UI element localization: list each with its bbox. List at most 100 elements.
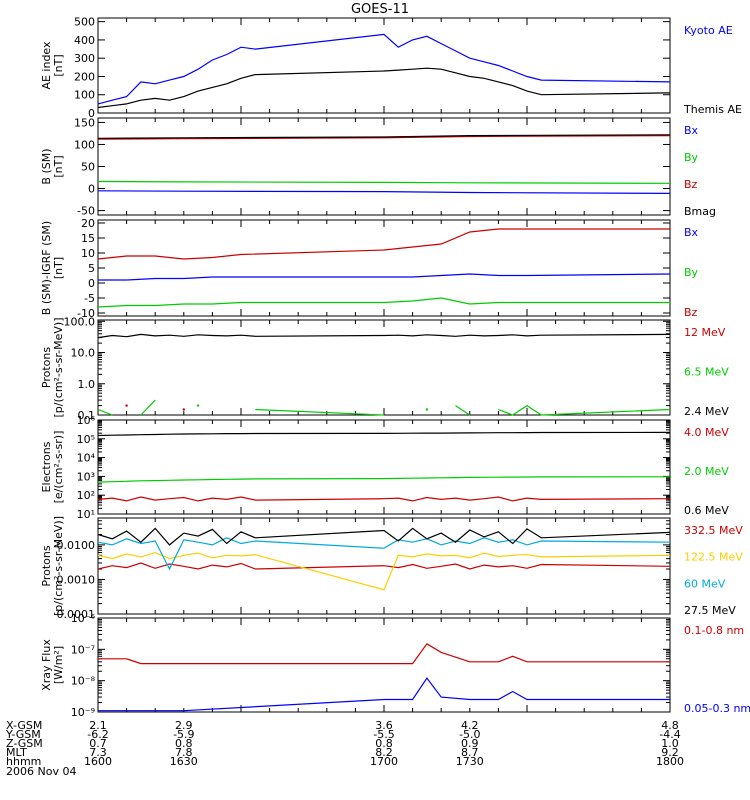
axis-cell: 1800: [656, 755, 684, 768]
y-tick-label: 10²: [77, 489, 95, 502]
series-line: [98, 273, 671, 281]
legend-label: Bmag: [684, 205, 716, 218]
y-axis-label: Electrons: [40, 441, 53, 492]
legend-label: 0.1-0.8 nm: [684, 624, 744, 637]
axis-cell: 4.2: [461, 719, 479, 732]
y-tick-label: 10⁻⁸: [71, 675, 96, 688]
y-tick-label: 0: [88, 107, 95, 120]
series-line: [97, 190, 671, 194]
y-tick-label: 100.0: [64, 315, 96, 328]
y-axis-label: [nT]: [52, 54, 65, 76]
axis-cell: 0.9: [461, 737, 479, 750]
y-ticks: -50 0 50 100 150: [74, 116, 670, 218]
y-ticks: 0.1 1.0 10.0 100.0: [64, 315, 670, 422]
y-tick-label: 10⁶: [77, 414, 96, 427]
y-tick-label: 10.0: [71, 347, 96, 360]
axis-cell: 1600: [84, 755, 112, 768]
legend-label: Bx: [684, 226, 699, 239]
y-tick-label: 0.0100: [57, 539, 96, 552]
legend-label: 0.05-0.3 nm: [684, 702, 750, 715]
axis-cell: 0.8: [375, 737, 393, 750]
legend-label: 332.5 MeV: [684, 524, 743, 537]
series-line: [455, 405, 471, 416]
y-axis-label: Xray Flux: [40, 639, 53, 691]
axis-row-label: Y-GSM: [5, 728, 41, 741]
series-line: [140, 399, 156, 416]
y-tick-label: 10⁵: [77, 433, 95, 446]
y-tick-label: 200: [74, 70, 95, 83]
series-line: [97, 431, 671, 437]
axis-cell: -5.0: [459, 728, 480, 741]
plot-title: GOES-11: [351, 2, 409, 17]
series-line: [97, 33, 671, 105]
panel-frame: [97, 117, 671, 216]
y-tick-label: 50: [81, 161, 95, 174]
legend-label: Bx: [684, 124, 699, 137]
legend-label: Themis AE: [683, 103, 742, 116]
y-axis-label: [p/(cm²-s-sr-MeV)]: [52, 318, 65, 418]
series-line: [97, 67, 671, 109]
y-tick-label: 0: [88, 183, 95, 196]
series-line: [255, 408, 385, 416]
legend-label: Bz: [684, 178, 698, 191]
series-line: [97, 476, 671, 483]
y-tick-label: 0.0001: [57, 608, 96, 621]
axis-cell: 7.8: [175, 746, 193, 759]
axis-cell: 8.7: [461, 746, 479, 759]
panel-frame: [97, 319, 671, 416]
legend-label: 2.0 MeV: [684, 465, 729, 478]
axis-cell: -6.2: [87, 728, 108, 741]
axis-cell: 0.7: [89, 737, 107, 750]
panel-1: 0 100 200 300 400 500 AE index [nT] Kyoto AE Them…: [40, 16, 742, 120]
y-axis-label: [W/m²]: [52, 646, 65, 684]
y-axis-label: [nT]: [52, 155, 65, 177]
y-tick-label: 0.1: [78, 409, 96, 422]
legend-label: Kyoto AE: [684, 24, 733, 37]
series-line: [98, 643, 670, 665]
legend-label: Bz: [684, 306, 698, 319]
axis-cell: 7.3: [89, 746, 107, 759]
series-line: [97, 408, 113, 416]
series-line: [98, 677, 670, 712]
y-tick-label: 15: [81, 232, 95, 245]
y-axis-label: B (SM): [40, 148, 53, 184]
axis-row-label: MLT: [6, 746, 27, 759]
axis-cell: 2.1: [89, 719, 107, 732]
axis-cell: 4.8: [661, 719, 679, 732]
panel-2: -50 0 50 100 150 B (SM) [nT] Bx By Bz Bmag: [40, 116, 716, 218]
axis-cell: -4.4: [659, 728, 680, 741]
legend-label: 122.5 MeV: [684, 551, 743, 564]
y-tick-label: 0: [88, 277, 95, 290]
series-point: [182, 408, 185, 411]
legend-label: By: [684, 266, 699, 279]
y-tick-label: 100: [74, 89, 95, 102]
axis-cell: 9.2: [661, 746, 679, 759]
y-tick-label: 20: [81, 217, 95, 230]
axis-cell: 2.9: [175, 719, 193, 732]
y-ticks: 0.0001 0.0010 0.0100: [57, 520, 670, 621]
y-axis-label: Protons: [40, 545, 53, 586]
y-tick-label: 1.0: [78, 378, 96, 391]
series-line: [97, 134, 671, 139]
series-point: [196, 404, 200, 407]
series-line: [97, 180, 671, 184]
axis-cell: 1.0: [661, 737, 679, 750]
y-tick-label: 10¹: [77, 508, 95, 521]
axis-cell: 3.6: [375, 719, 393, 732]
series-line: [97, 297, 670, 308]
date-label: 2006 Nov 04: [6, 765, 76, 778]
y-tick-label: 10⁻⁶: [71, 612, 96, 625]
y-tick-label: -10: [77, 307, 95, 320]
legend-label: 60 MeV: [684, 577, 726, 590]
series-line: [97, 562, 671, 570]
panel-4: 0.1 1.0 10.0 100.0 Protons [p/(cm²-s-sr-MeV)]…: [40, 315, 729, 422]
series-point: [425, 408, 429, 411]
y-axis-label: Protons: [40, 347, 53, 388]
series-line: [498, 404, 671, 416]
series-line: [97, 135, 671, 140]
axis-cell: 1730: [456, 755, 484, 768]
axis-cell: 1630: [170, 755, 198, 768]
series-line: [97, 527, 671, 546]
legend-label: 2.4 MeV: [684, 405, 729, 418]
